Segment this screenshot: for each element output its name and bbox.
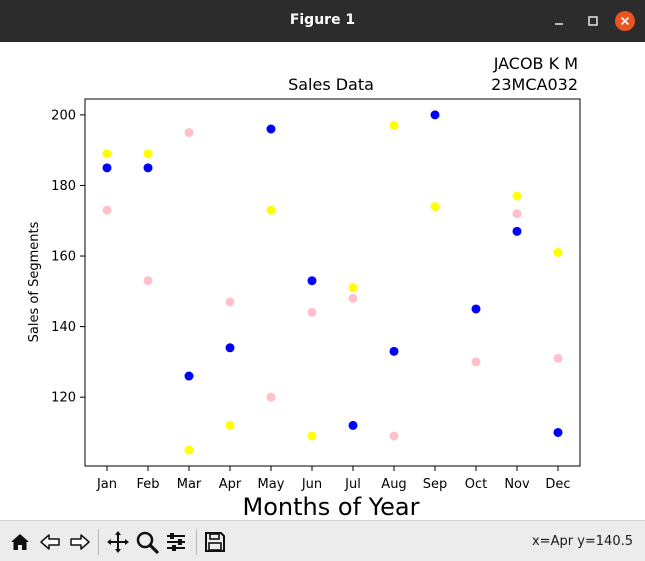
scatter-point <box>471 357 481 367</box>
x-tick-label: Sep <box>423 477 448 492</box>
x-tick-label: May <box>258 477 285 492</box>
window-titlebar: Figure 1 <box>0 0 645 42</box>
maximize-icon <box>588 16 598 26</box>
forward-icon <box>70 534 90 550</box>
x-tick-label: Aug <box>381 477 406 492</box>
scatter-point <box>225 343 235 353</box>
cursor-coordinates: x=Apr y=140.5 <box>531 534 633 549</box>
scatter-point <box>512 209 522 219</box>
scatter-point <box>143 149 153 159</box>
scatter-point <box>143 163 153 173</box>
scatter-chart: Sales Data JACOB K M 23MCA032 1201401601… <box>27 54 581 521</box>
chart-title-right-line2: 23MCA032 <box>491 75 578 94</box>
close-button[interactable] <box>615 11 635 31</box>
scatter-point <box>553 427 563 437</box>
back-icon <box>40 534 60 550</box>
minimize-icon <box>555 23 563 25</box>
x-tick-label: Dec <box>545 477 570 492</box>
scatter-point <box>471 304 481 314</box>
scatter-point <box>225 420 235 430</box>
data-points <box>102 110 563 455</box>
maximize-button[interactable] <box>583 11 603 31</box>
forward-button[interactable] <box>68 530 92 554</box>
x-tick-label: Oct <box>465 477 487 492</box>
scatter-point <box>430 110 440 120</box>
minimize-button[interactable] <box>549 11 569 31</box>
scatter-point <box>266 392 276 402</box>
scatter-point <box>102 149 112 159</box>
pan-button[interactable] <box>106 530 130 554</box>
configure-subplots-icon <box>167 533 185 551</box>
scatter-point <box>102 163 112 173</box>
scatter-point <box>307 276 317 286</box>
scatter-point <box>430 202 440 212</box>
scatter-point <box>553 353 563 363</box>
x-tick-label: Jan <box>96 477 117 492</box>
y-tick-label: 180 <box>51 179 76 194</box>
scatter-point <box>266 205 276 215</box>
scatter-point <box>225 297 235 307</box>
scatter-point <box>389 431 399 441</box>
pan-icon <box>107 531 129 553</box>
scatter-point <box>389 120 399 130</box>
x-axis: Jan Feb Mar Apr May Jun Jul Aug Sep Oct Nov Dec <box>96 466 571 492</box>
navigation-toolbar: x=Apr y=140.5 <box>0 520 645 561</box>
y-tick-label: 200 <box>51 108 76 123</box>
toolbar-separator <box>196 529 197 555</box>
scatter-point <box>348 420 358 430</box>
configure-subplots-button[interactable] <box>164 530 188 554</box>
chart-title-right-line1: JACOB K M <box>493 54 578 73</box>
zoom-icon <box>136 531 159 554</box>
x-tick-label: Jun <box>301 477 322 492</box>
close-icon <box>620 16 630 26</box>
scatter-point <box>389 346 399 356</box>
scatter-point <box>102 205 112 215</box>
scatter-point <box>307 431 317 441</box>
save-button[interactable] <box>203 530 227 554</box>
save-icon <box>205 532 225 552</box>
y-axis: 120 140 160 180 200 <box>51 108 85 406</box>
scatter-point <box>143 276 153 286</box>
y-tick-label: 140 <box>51 320 76 335</box>
scatter-point <box>512 191 522 201</box>
home-button[interactable] <box>8 530 32 554</box>
x-tick-label: Apr <box>219 477 242 492</box>
scatter-point <box>184 371 194 381</box>
x-tick-label: Jul <box>344 477 361 492</box>
y-axis-label: Sales of Segments <box>27 221 42 342</box>
home-icon <box>11 534 29 550</box>
x-tick-label: Mar <box>177 477 202 492</box>
x-tick-label: Nov <box>504 477 530 492</box>
scatter-point <box>348 283 358 293</box>
scatter-point <box>512 226 522 236</box>
chart-title: Sales Data <box>288 75 374 94</box>
back-button[interactable] <box>38 530 62 554</box>
scatter-point <box>348 293 358 303</box>
scatter-point <box>553 248 563 258</box>
scatter-point <box>184 128 194 138</box>
window-title: Figure 1 <box>289 12 356 28</box>
y-tick-label: 120 <box>51 391 76 406</box>
y-tick-label: 160 <box>51 250 76 265</box>
x-axis-label: Months of Year <box>243 493 420 520</box>
figure-canvas[interactable]: Sales Data JACOB K M 23MCA032 120 140 160 1… <box>0 42 645 521</box>
plot-frame <box>84 98 581 467</box>
scatter-point <box>307 307 317 317</box>
toolbar-separator <box>98 529 99 555</box>
zoom-button[interactable] <box>135 530 159 554</box>
scatter-point <box>266 124 276 134</box>
x-tick-label: Feb <box>136 477 159 492</box>
scatter-point <box>184 445 194 455</box>
